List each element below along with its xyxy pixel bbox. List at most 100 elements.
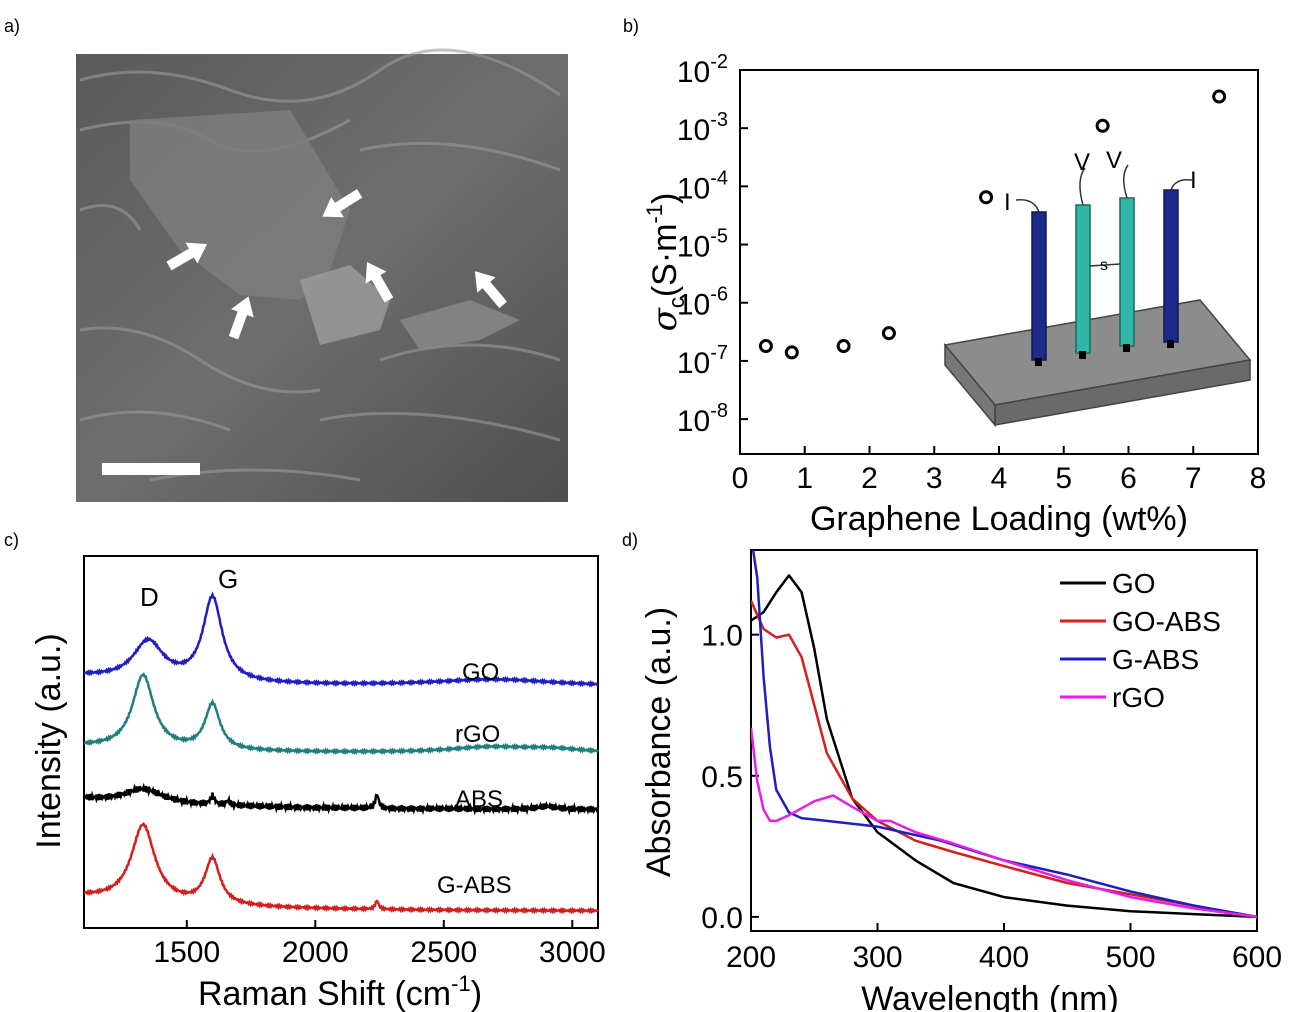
- absorbance-go: [751, 574, 1257, 919]
- arrow-icon: [474, 271, 507, 309]
- arrow-icon: [166, 242, 208, 271]
- b-xtick-label: 4: [991, 462, 1008, 495]
- panel-b: b) 0 1 2 3 4 5 6 7 8 10-8 10-7 10-6 10-5 10-4 10-3 10-2…: [623, 16, 1266, 538]
- d-ticks: 200 300 400 500 600 0.0 0.5 1.0: [701, 620, 1282, 974]
- series-label-rgo: rGO: [455, 721, 500, 748]
- four-probe-inset: I V V I s: [943, 147, 1252, 428]
- arrow-icon: [322, 189, 363, 218]
- b-ytick-label: 10-2: [677, 51, 728, 89]
- spacing-label: s: [1100, 257, 1108, 274]
- spectrum-go: [83, 591, 599, 688]
- d-ytick-label: 0.5: [701, 761, 743, 794]
- arrow-icon: [228, 296, 254, 340]
- spectrum-rgo: [83, 672, 599, 756]
- series-label-g-abs: G-ABS: [437, 872, 512, 899]
- data-point: [881, 326, 896, 341]
- b-ylabel-exponent: -1: [642, 204, 667, 224]
- b-xtick-label: 5: [1055, 462, 1072, 495]
- graphene-flake: [300, 265, 390, 345]
- data-point: [758, 339, 773, 354]
- probe-1: I: [1004, 189, 1047, 366]
- b-ytick-label: 10-6: [677, 284, 728, 322]
- b-xtick-label: 2: [861, 462, 878, 495]
- d-lines: [751, 550, 1257, 919]
- data-point: [784, 345, 799, 360]
- b-xtick-label: 7: [1185, 462, 1202, 495]
- probe-2: V: [1074, 149, 1091, 359]
- d-xtick-label: 600: [1232, 941, 1282, 974]
- scale-bar: [102, 463, 200, 475]
- d-xtick-label: 300: [852, 941, 902, 974]
- data-point: [979, 190, 994, 205]
- c-xtick-label: 3000: [539, 936, 606, 969]
- probe-3: V: [1106, 147, 1135, 352]
- d-series-group: [751, 550, 1257, 919]
- b-ylabel-close: ): [646, 193, 684, 204]
- c-lines: [83, 591, 600, 915]
- legend-label: GO: [1112, 568, 1156, 599]
- b-xlabel: Graphene Loading (wt%): [810, 500, 1188, 538]
- panel-d: d) 200 300 400 500 600 0.0 0.5 1.0 GO GO-ABS G-AB…: [622, 530, 1282, 1012]
- b-ytick-label: 10-4: [677, 167, 728, 205]
- panel-c-label: c): [4, 530, 19, 550]
- b-points: [758, 89, 1227, 360]
- b-ytick-label: 10-7: [677, 342, 728, 380]
- panel-a: a): [4, 16, 568, 502]
- panel-a-label: a): [4, 16, 20, 36]
- d-xlabel: Wavelength (nm): [861, 980, 1119, 1012]
- b-xtick-label: 6: [1120, 462, 1137, 495]
- data-point: [1095, 118, 1110, 133]
- d-xtick-label: 200: [726, 941, 776, 974]
- b-ylabel-units: (S·m: [646, 224, 684, 298]
- b-xtick-label: 8: [1250, 462, 1267, 495]
- probe-4: I: [1163, 167, 1197, 348]
- b-xtick-label: 3: [926, 462, 943, 495]
- b-xtick-label: 1: [796, 462, 813, 495]
- arrow-icon: [365, 261, 394, 303]
- b-ylabel: σc(S·m-1): [642, 193, 689, 332]
- data-point: [836, 339, 851, 354]
- absorbance-g-abs: [751, 550, 1257, 919]
- d-ytick-label: 1.0: [701, 620, 743, 653]
- c-ticks: 1500 2000 2500 3000: [153, 920, 606, 969]
- d-xtick-label: 400: [979, 941, 1029, 974]
- c-xtick-label: 2000: [282, 936, 349, 969]
- peak-label-g: G: [218, 564, 238, 594]
- arrow-icons: [166, 189, 507, 340]
- c-xlabel: Raman Shift (cm-1): [198, 971, 482, 1012]
- substrate-side: [944, 342, 996, 428]
- c-xlabel-text: Raman Shift (cm: [198, 975, 451, 1012]
- spectrum-g-abs: [83, 821, 599, 915]
- b-ylabel-subscript: c: [664, 297, 689, 308]
- probe-label: V: [1074, 149, 1090, 176]
- panel-b-label: b): [623, 16, 639, 36]
- graphene-flake-2: [400, 300, 520, 350]
- series-label-go: GO: [462, 659, 499, 686]
- b-ytick-label: 10-5: [677, 226, 728, 264]
- c-xlabel-exponent: -1: [451, 971, 471, 996]
- spacing-line: [1089, 263, 1121, 267]
- b-ylabel-symbol: σ: [645, 307, 685, 331]
- d-legend: GO GO-ABS G-ABS rGO: [1060, 568, 1221, 713]
- legend-label: G-ABS: [1112, 644, 1199, 675]
- absorbance-rgo: [751, 727, 1257, 919]
- c-ylabel: Intensity (a.u.): [30, 633, 68, 848]
- panel-c: c) 1500 2000 2500 3000 D G GO rGO ABS G-ABS…: [4, 530, 606, 1012]
- probe-label: I: [1004, 189, 1011, 216]
- probe-label: I: [1190, 167, 1197, 194]
- b-xtick-label: 0: [732, 462, 749, 495]
- c-xtick-label: 2500: [410, 936, 477, 969]
- series-label-abs: ABS: [455, 786, 503, 813]
- d-ytick-label: 0.0: [701, 902, 743, 935]
- b-ytick-label: 10-8: [677, 400, 728, 438]
- b-ytick-label: 10-3: [677, 109, 728, 147]
- c-xtick-label: 1500: [153, 936, 220, 969]
- d-xtick-label: 500: [1105, 941, 1155, 974]
- legend-label: rGO: [1112, 682, 1165, 713]
- b-ticks: 0 1 2 3 4 5 6 7 8 10-8 10-7 10-6 10-5 10-4 10-3 10-2: [677, 51, 1267, 495]
- spectrum-abs: [83, 782, 600, 816]
- data-point: [1212, 89, 1227, 104]
- legend-label: GO-ABS: [1112, 606, 1221, 637]
